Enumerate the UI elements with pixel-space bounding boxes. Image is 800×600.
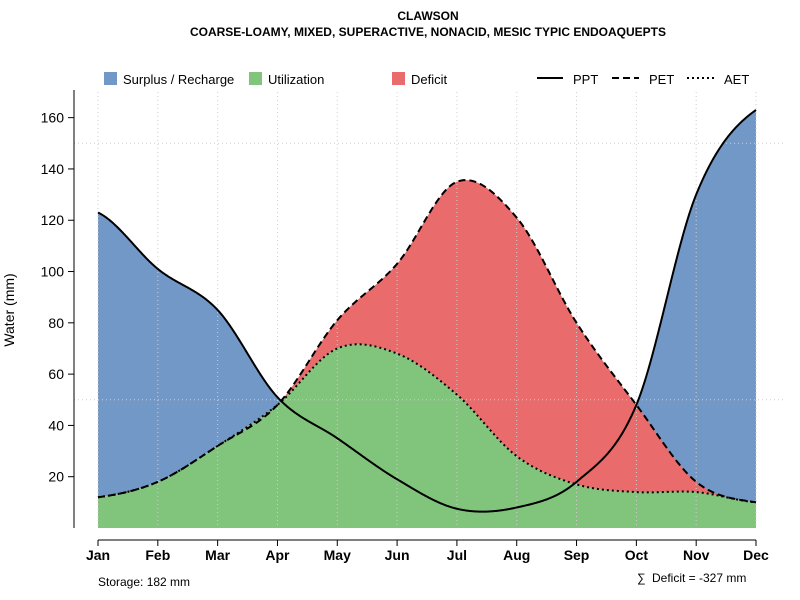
chart-subtitle: COARSE-LOAMY, MIXED, SUPERACTIVE, NONACI… [190, 25, 666, 39]
x-tick-label: Jun [385, 547, 410, 563]
area-layer [98, 109, 756, 528]
y-tick-label: 100 [41, 264, 65, 280]
y-tick-label: 20 [48, 469, 64, 485]
y-tick-label: 60 [48, 366, 64, 382]
x-tick-label: Nov [683, 547, 710, 563]
x-tick-label: Oct [625, 547, 649, 563]
series-line-ppt [97, 109, 757, 513]
deficit-note: Deficit = -327 mm [652, 571, 746, 585]
area-utilization [98, 344, 756, 528]
legend-label-deficit: Deficit [411, 72, 448, 87]
legend-label-utilization: Utilization [268, 72, 324, 87]
y-tick-label: 80 [48, 315, 64, 331]
legend: Surplus / Recharge Utilization Deficit P… [104, 72, 749, 87]
area-deficit [98, 180, 756, 503]
x-tick-label: Feb [145, 547, 170, 563]
grid-layer [74, 92, 785, 528]
axes-layer: 20 40 60 80 100 120 140 160 Jan Feb Mar Apr May Jun Ju… [41, 90, 769, 563]
x-tick-label: Aug [503, 547, 530, 563]
x-tick-label: Mar [205, 547, 230, 563]
legend-label-aet: AET [724, 72, 749, 87]
legend-label-ppt: PPT [573, 72, 598, 87]
y-tick-label: 120 [41, 212, 65, 228]
legend-label-surplus: Surplus / Recharge [123, 72, 234, 87]
legend-label-pet: PET [649, 72, 674, 87]
area-surplus-recharge [98, 109, 756, 503]
storage-note: Storage: 182 mm [98, 575, 190, 589]
x-tick-label: Sep [564, 547, 590, 563]
x-tick-label: Jan [86, 547, 110, 563]
x-tick-label: Jul [447, 547, 467, 563]
x-tick-label: Dec [743, 547, 769, 563]
x-tick-label: Apr [265, 547, 290, 563]
legend-swatch-deficit [392, 72, 405, 85]
legend-swatch-surplus [104, 72, 117, 85]
legend-swatch-utilization [249, 72, 262, 85]
chart-title: CLAWSON [397, 9, 458, 23]
line-layer [97, 109, 757, 513]
deficit-sum-symbol: ∑ [637, 571, 646, 585]
y-tick-label: 140 [41, 161, 65, 177]
y-axis-label: Water (mm) [1, 273, 17, 346]
y-tick-label: 160 [41, 110, 65, 126]
x-tick-label: May [324, 547, 351, 563]
y-tick-label: 40 [48, 417, 64, 433]
series-line-pet [97, 179, 757, 504]
